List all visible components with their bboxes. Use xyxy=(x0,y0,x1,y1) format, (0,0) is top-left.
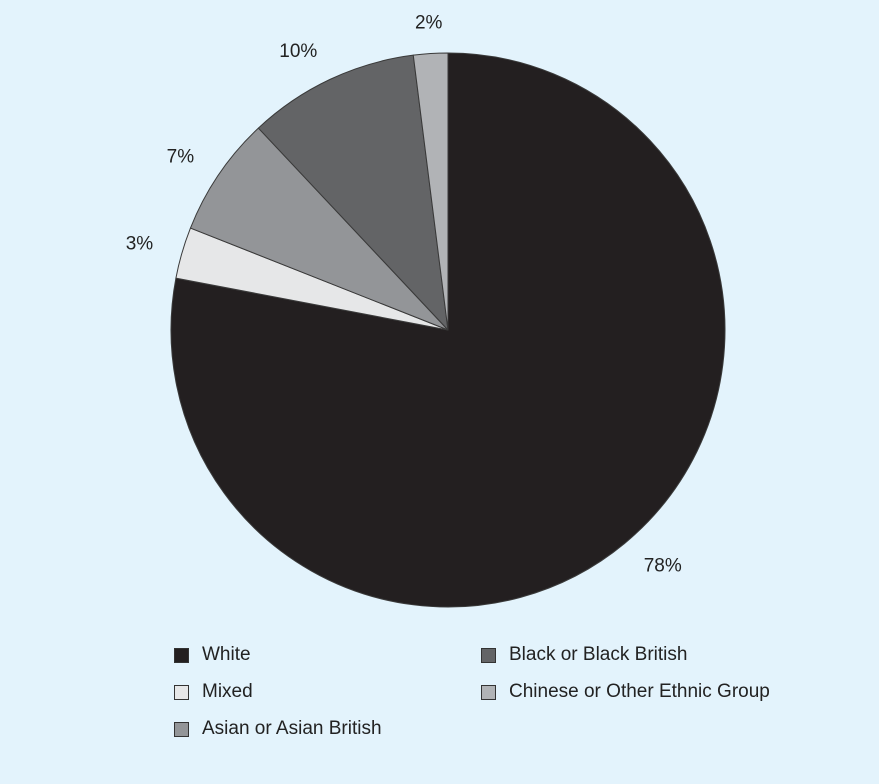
legend-swatch-chinese-or-other-ethnic-group xyxy=(481,684,496,700)
legend-swatch-white xyxy=(174,647,189,663)
pie-label-mixed: 3% xyxy=(126,233,154,254)
pie-label-asian-or-asian-british: 7% xyxy=(167,146,195,167)
legend-item-mixed: Mixed xyxy=(174,680,253,704)
pie-slice-black-or-black-british xyxy=(257,54,449,331)
legend-label-chinese-or-other-ethnic-group: Chinese or Other Ethnic Group xyxy=(509,681,770,702)
legend-item-white: White xyxy=(174,643,251,667)
legend-label-asian-or-asian-british: Asian or Asian British xyxy=(202,718,382,739)
legend-item-black-or-black-british: Black or Black British xyxy=(481,643,687,667)
legend-swatch-black-or-black-british xyxy=(481,647,496,663)
legend-item-chinese-or-other-ethnic-group: Chinese or Other Ethnic Group xyxy=(481,680,770,704)
legend-item-asian-or-asian-british: Asian or Asian British xyxy=(174,717,382,741)
legend-swatch-mixed xyxy=(174,684,189,700)
legend-label-black-or-black-british: Black or Black British xyxy=(509,644,688,665)
pie-slice-chinese-or-other-ethnic-group xyxy=(412,52,449,331)
legend-label-mixed: Mixed xyxy=(202,681,253,702)
pie-label-white: 78% xyxy=(644,556,682,577)
pie-slice-asian-or-asian-british xyxy=(189,127,449,331)
legend-swatch-asian-or-asian-british xyxy=(174,721,189,737)
legend-label-white: White xyxy=(202,644,251,665)
pie-label-black-or-black-british: 10% xyxy=(279,41,317,62)
pie-label-chinese-or-other-ethnic-group: 2% xyxy=(415,13,443,34)
pie-slice-white xyxy=(170,52,726,608)
